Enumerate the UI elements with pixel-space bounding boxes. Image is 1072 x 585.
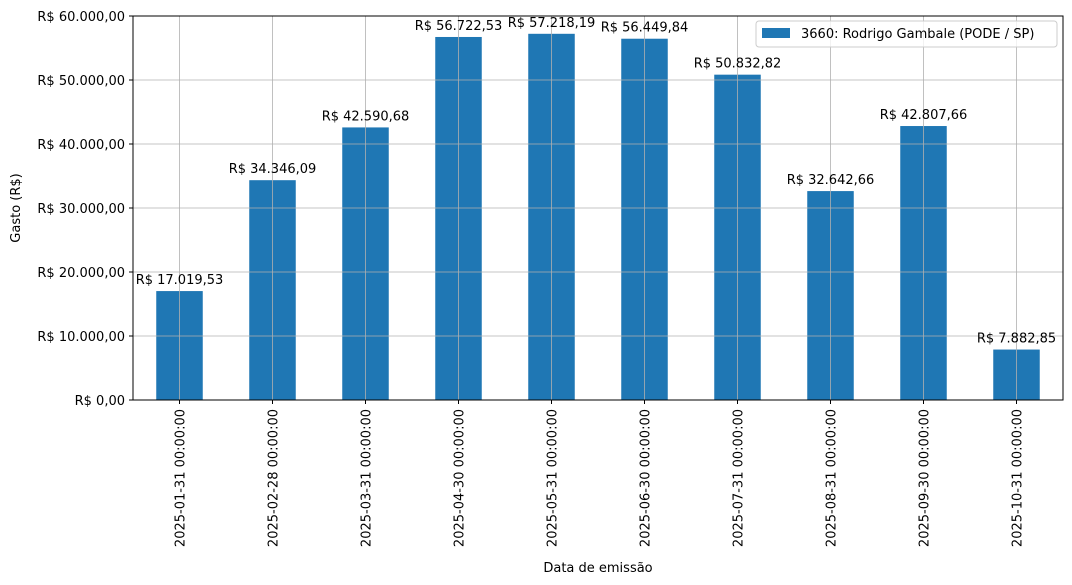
y-tick-label: R$ 30.000,00	[37, 202, 125, 217]
x-tick-label: 2025-05-31 00:00:00	[546, 409, 561, 547]
data-label: R$ 56.722,53	[415, 19, 503, 34]
x-tick-label: 2025-10-31 00:00:00	[1011, 409, 1026, 547]
data-label: R$ 56.449,84	[601, 21, 689, 36]
x-tick-label: 2025-01-31 00:00:00	[174, 409, 189, 547]
legend-box	[755, 20, 1058, 48]
legend: 3660: Rodrigo Gambale (PODE / SP)	[755, 20, 1058, 48]
x-tick-label: 2025-04-30 00:00:00	[453, 409, 468, 547]
y-tick-label: R$ 0,00	[75, 394, 125, 409]
x-axis-label: Data de emissão	[543, 561, 652, 576]
grid	[133, 15, 1063, 401]
x-tick-label: 2025-09-30 00:00:00	[918, 409, 933, 547]
x-tick-label: 2025-08-31 00:00:00	[825, 409, 840, 547]
data-label: R$ 7.882,85	[977, 332, 1056, 347]
x-tick-label: 2025-06-30 00:00:00	[639, 409, 654, 547]
data-labels: R$ 17.019,53 R$ 34.346,09 R$ 42.590,68 R$ 5…	[136, 16, 1056, 347]
y-axis-label: Gasto (R$)	[9, 173, 24, 242]
x-tick-label: 2025-07-31 00:00:00	[732, 409, 747, 547]
data-label: R$ 57.218,19	[508, 16, 596, 31]
y-axis: R$ 0,00 R$ 10.000,00 R$ 20.000,00 R$ 30.000…	[37, 10, 133, 409]
x-tick-label: 2025-03-31 00:00:00	[360, 409, 375, 547]
legend-label: 3660: Rodrigo Gambale (PODE / SP)	[801, 27, 1034, 42]
x-axis: 2025-01-31 00:00:00 2025-02-28 00:00:00 20…	[174, 400, 1026, 547]
data-label: R$ 50.832,82	[694, 57, 782, 72]
legend-swatch	[762, 28, 790, 38]
bars	[156, 33, 1040, 401]
y-tick-label: R$ 40.000,00	[37, 138, 125, 153]
y-tick-label: R$ 50.000,00	[37, 74, 125, 89]
y-tick-label: R$ 60.000,00	[37, 10, 125, 25]
y-tick-label: R$ 10.000,00	[37, 330, 125, 345]
data-label: R$ 34.346,09	[229, 162, 317, 177]
x-tick-label: 2025-02-28 00:00:00	[267, 409, 282, 547]
data-label: R$ 17.019,53	[136, 273, 224, 288]
data-label: R$ 32.642,66	[787, 173, 875, 188]
data-label: R$ 42.807,66	[880, 108, 968, 123]
y-tick-label: R$ 20.000,00	[37, 266, 125, 281]
data-label: R$ 42.590,68	[322, 109, 410, 124]
